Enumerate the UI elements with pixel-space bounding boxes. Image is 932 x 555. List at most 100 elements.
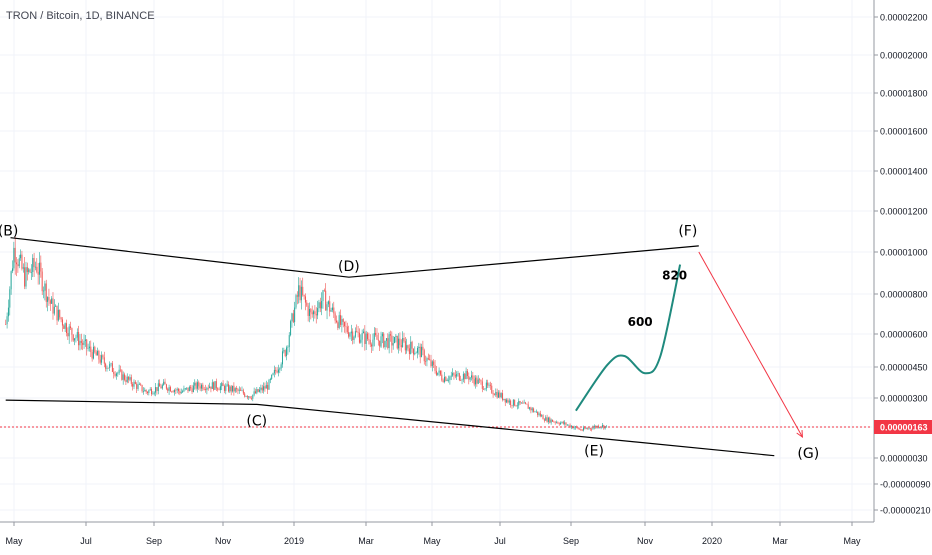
- candle-body: [277, 369, 279, 373]
- candle-body: [51, 298, 53, 304]
- candle-body: [437, 372, 439, 375]
- candle-body: [290, 321, 292, 336]
- candle-body: [142, 391, 144, 392]
- candle-body: [425, 361, 427, 362]
- candle-body: [245, 396, 247, 397]
- candle-body: [227, 384, 229, 392]
- candle-body: [556, 422, 558, 423]
- candle-body: [68, 326, 70, 337]
- candle-body: [314, 311, 316, 314]
- candle-body: [460, 380, 462, 381]
- candle-body: [41, 271, 43, 292]
- candle-body: [106, 367, 108, 369]
- candle-body: [408, 348, 410, 354]
- annotation-label: (C): [246, 414, 267, 430]
- candle-body: [84, 339, 86, 341]
- x-tick-label: Jul: [494, 536, 506, 546]
- candle-body: [303, 294, 305, 297]
- y-tick-label: 0.00001000: [880, 248, 928, 258]
- candle-body: [134, 381, 136, 384]
- candle-body: [550, 419, 552, 423]
- candle-body: [237, 389, 239, 391]
- candle-body: [325, 290, 327, 311]
- candle-body: [406, 345, 408, 351]
- candle-body: [61, 319, 63, 326]
- candle-body: [350, 331, 352, 334]
- candle-body: [202, 384, 204, 390]
- candle-body: [537, 411, 539, 415]
- candle-body: [10, 271, 12, 290]
- candle-body: [385, 338, 387, 341]
- candle-body: [97, 350, 99, 356]
- candle-body: [14, 247, 16, 263]
- candle-body: [542, 415, 544, 420]
- candle-body: [453, 373, 455, 375]
- candle-body: [221, 383, 223, 387]
- candle-body: [296, 295, 298, 297]
- candle-body: [454, 374, 456, 377]
- candle-body: [533, 408, 535, 412]
- candle-body: [252, 394, 254, 399]
- candle-body: [587, 428, 589, 430]
- candle-body: [53, 306, 55, 314]
- candle-body: [477, 379, 479, 384]
- candle-body: [57, 309, 59, 321]
- candle-body: [110, 363, 112, 365]
- candle-body: [115, 373, 117, 376]
- candle-body: [302, 286, 304, 295]
- candle-body: [206, 387, 208, 391]
- candle-body: [101, 355, 103, 363]
- candle-body: [503, 398, 505, 400]
- candle-body: [472, 375, 474, 380]
- y-tick-label: 0.00001400: [880, 167, 928, 177]
- candle-body: [272, 373, 274, 375]
- candle-body: [203, 389, 205, 390]
- candle-body: [488, 384, 490, 386]
- candle-body: [22, 267, 24, 269]
- candle-body: [141, 384, 143, 392]
- candle-body: [334, 313, 336, 321]
- candle-body: [90, 346, 92, 353]
- candle-body: [43, 290, 45, 292]
- candle-body: [399, 338, 401, 346]
- candle-body: [191, 388, 193, 393]
- candle-body: [171, 391, 173, 393]
- candle-body: [260, 387, 262, 390]
- candle-body: [346, 326, 348, 333]
- candle-body: [215, 381, 217, 389]
- candle-body: [358, 332, 360, 343]
- candle-body: [465, 370, 467, 380]
- candle-body: [364, 331, 366, 344]
- candle-body: [71, 328, 73, 335]
- annotation-label: (G): [797, 446, 819, 462]
- candle-body: [248, 396, 250, 398]
- candle-body: [173, 390, 175, 393]
- candle-body: [308, 309, 310, 316]
- candle-body: [79, 340, 81, 346]
- candle-body: [340, 315, 342, 325]
- candle-body: [434, 364, 436, 371]
- candle-body: [593, 426, 595, 428]
- candle-body: [284, 350, 286, 357]
- candle-body: [76, 332, 78, 338]
- candle-body: [500, 393, 502, 398]
- candle-body: [348, 332, 350, 337]
- candle-body: [165, 384, 167, 389]
- candle-body: [246, 396, 248, 398]
- candle-body: [82, 342, 84, 345]
- candle-body: [230, 386, 232, 392]
- candle-body: [319, 302, 321, 309]
- candle-body: [65, 323, 67, 334]
- candle-body: [223, 385, 225, 391]
- candle-body: [217, 388, 219, 390]
- candle-body: [232, 385, 234, 392]
- candle-body: [128, 376, 130, 380]
- candle-body: [479, 379, 481, 381]
- candle-body: [369, 339, 371, 345]
- candle-body: [492, 392, 494, 395]
- candle-body: [599, 427, 601, 428]
- candle-body: [273, 369, 275, 374]
- candle-body: [529, 407, 531, 409]
- candle-body: [233, 385, 235, 392]
